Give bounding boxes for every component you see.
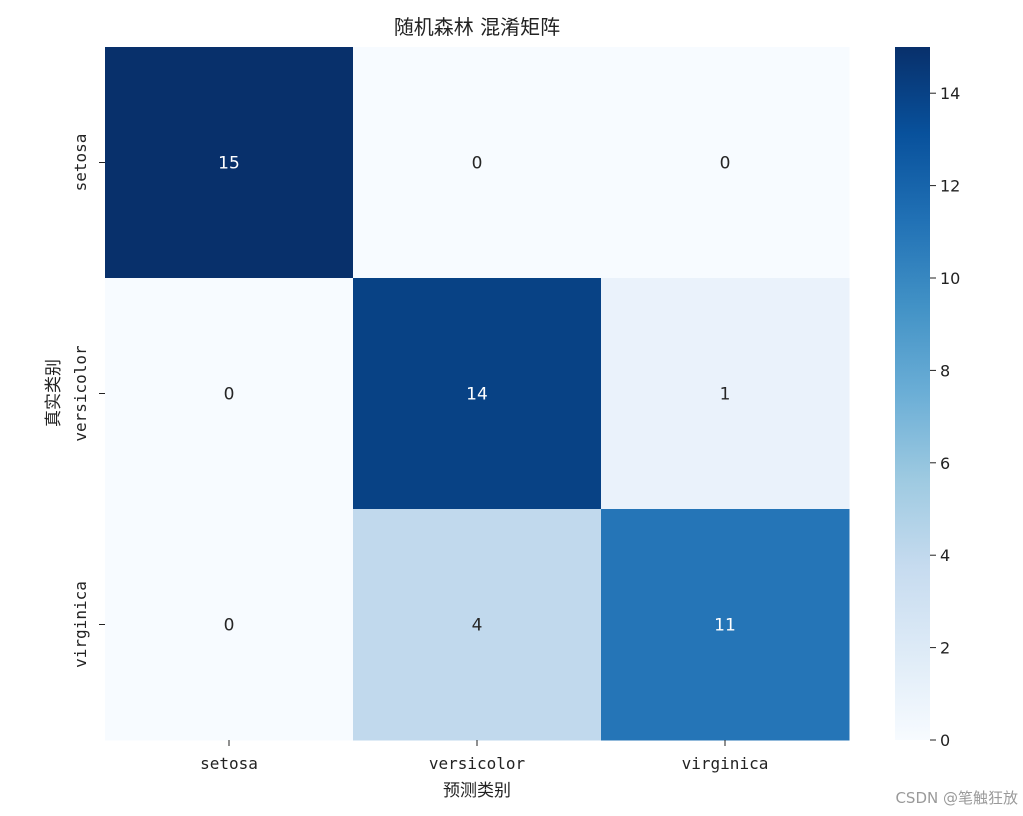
heatmap-cell: [601, 509, 850, 741]
chart-title: 随机森林 混淆矩阵: [394, 15, 560, 39]
heatmap-cell: [601, 278, 850, 510]
heatmap-cell: [353, 47, 602, 279]
cell-value-label: 15: [218, 154, 240, 174]
heatmap-cells: [105, 47, 850, 741]
colorbar-tick-label: 6: [940, 454, 950, 473]
x-tick-label: setosa: [200, 754, 258, 773]
y-tick-label: virginica: [71, 581, 90, 668]
cell-value-label: 0: [720, 154, 731, 174]
heatmap-cell: [601, 47, 850, 279]
heatmap-cell: [105, 509, 354, 741]
watermark-text: CSDN @笔触狂放: [895, 789, 1018, 807]
x-tick-label: versicolor: [429, 754, 526, 773]
x-tick-label: virginica: [682, 754, 769, 773]
cell-value-label: 1: [720, 385, 731, 405]
colorbar-tick-label: 8: [940, 361, 950, 380]
colorbar-tick-label: 14: [940, 84, 960, 103]
heatmap-cell: [353, 509, 602, 741]
x-axis-ticks: setosa versicolor virginica: [200, 740, 768, 773]
cell-value-label: 0: [224, 616, 235, 636]
colorbar-tick-label: 10: [940, 269, 960, 288]
colorbar: [895, 47, 930, 740]
colorbar-ticks: 0 2 4 6 8 10 12 14: [930, 84, 960, 750]
y-tick-label: versicolor: [71, 345, 90, 442]
y-axis-ticks: setosa versicolor virginica: [71, 134, 105, 668]
heatmap-cell: [105, 278, 354, 510]
heatmap-cell: [353, 278, 602, 510]
colorbar-tick-label: 12: [940, 177, 960, 196]
cell-value-label: 11: [714, 616, 736, 636]
y-tick-label: setosa: [71, 134, 90, 192]
cell-value-label: 0: [472, 154, 483, 174]
cell-value-label: 4: [472, 616, 483, 636]
heatmap-cell-labels: 15 0 0 0 14 1 0 4 11: [218, 154, 736, 636]
y-axis-title: 真实类别: [44, 359, 64, 427]
colorbar-tick-label: 0: [940, 731, 950, 750]
colorbar-tick-label: 2: [940, 639, 950, 658]
cell-value-label: 14: [466, 385, 488, 405]
cell-value-label: 0: [224, 385, 235, 405]
heatmap-cell: [105, 47, 354, 279]
x-axis-title: 预测类别: [443, 781, 511, 801]
colorbar-tick-label: 4: [940, 546, 950, 565]
